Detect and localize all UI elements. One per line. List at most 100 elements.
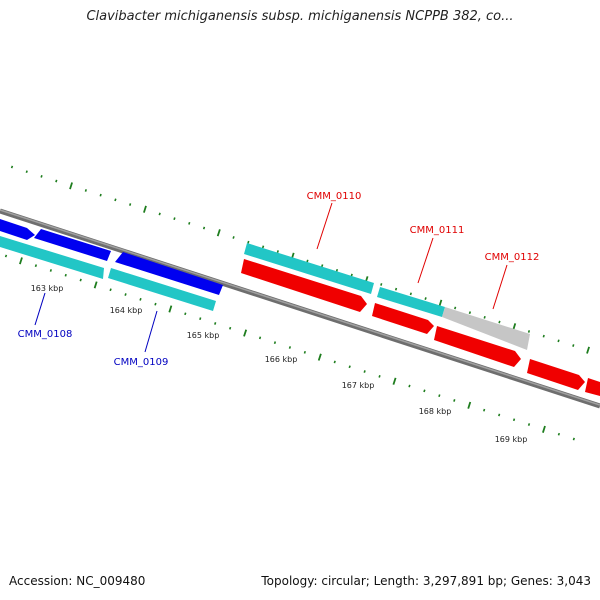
scale-label: 164 kbp	[110, 306, 143, 315]
major-tick	[243, 329, 248, 337]
minor-tick	[25, 170, 28, 174]
minor-tick	[109, 288, 112, 292]
major-tick	[168, 305, 173, 313]
minor-tick	[335, 268, 339, 272]
minor-tick	[276, 250, 279, 253]
cds-shadow	[377, 287, 445, 317]
genome-summary: Topology: circular; Length: 3,297,891 bp…	[261, 574, 591, 588]
minor-tick	[199, 317, 202, 321]
grey-feature[interactable]	[442, 307, 530, 350]
minor-tick	[333, 360, 336, 364]
major-tick	[19, 257, 23, 265]
inner-tick-ring	[4, 254, 575, 441]
scale-labels: 163 kbp 164 kbp 165 kbp 166 kbp 167 kbp 168 k…	[31, 284, 528, 444]
major-tick	[216, 229, 221, 237]
major-tick	[317, 353, 322, 361]
accession-label: Accession: NC_009480	[9, 574, 146, 588]
gene-label-cmm-0109[interactable]: CMM_0109	[114, 357, 169, 368]
gene-label-leader	[34, 292, 46, 326]
major-tick	[69, 182, 73, 190]
minor-tick	[350, 273, 353, 277]
gene-label-leader	[316, 202, 333, 250]
minor-tick	[214, 322, 217, 325]
minor-tick	[572, 344, 575, 347]
gene-label-cmm-0111[interactable]: CMM_0111	[410, 225, 465, 236]
major-tick	[467, 401, 472, 409]
minor-tick	[10, 165, 14, 169]
minor-tick	[261, 245, 265, 249]
minor-tick	[321, 264, 324, 268]
minor-tick	[527, 330, 531, 333]
minor-tick	[229, 326, 232, 330]
major-tick	[143, 205, 147, 213]
gene-label-cmm-0112[interactable]: CMM_0112	[485, 252, 540, 263]
major-tick	[392, 377, 397, 385]
minor-tick	[202, 226, 206, 230]
minor-tick	[454, 306, 457, 310]
major-tick	[586, 346, 590, 354]
minor-tick	[288, 346, 292, 349]
minor-tick	[453, 399, 456, 402]
minor-tick	[306, 259, 309, 263]
scale-label: 167 kbp	[342, 381, 375, 390]
minor-tick	[158, 212, 161, 216]
cds-arrow-reverse[interactable]	[34, 229, 111, 261]
cds-shadow	[244, 243, 374, 294]
genome-backbone	[0, 208, 600, 409]
minor-tick	[154, 302, 157, 306]
minor-tick	[4, 254, 8, 258]
cds-arrow-forward[interactable]	[372, 303, 434, 334]
minor-tick	[129, 203, 132, 206]
minor-tick	[557, 339, 560, 343]
minor-tick	[49, 269, 52, 272]
minor-tick	[409, 292, 412, 296]
scale-label: 168 kbp	[419, 407, 452, 416]
minor-tick	[139, 297, 142, 301]
minor-tick	[483, 315, 486, 319]
major-tick	[542, 425, 546, 433]
minor-tick	[408, 384, 411, 388]
minor-tick	[468, 311, 472, 315]
genome-backbone-highlight	[0, 209, 600, 406]
map-title: Clavibacter michiganensis subsp. michiga…	[86, 9, 514, 24]
minor-tick	[79, 278, 82, 282]
minor-tick	[572, 437, 575, 441]
scale-label: 165 kbp	[187, 331, 220, 340]
minor-tick	[423, 389, 426, 393]
minor-tick	[232, 236, 235, 239]
cds-shadow	[0, 236, 104, 279]
gene-label-cmm-0110[interactable]: CMM_0110	[307, 191, 362, 202]
minor-tick	[380, 283, 383, 286]
minor-tick	[184, 312, 187, 316]
cds-shadow	[108, 268, 216, 311]
cds-arrow-forward[interactable]	[241, 259, 367, 312]
minor-tick	[173, 217, 176, 221]
minor-tick	[303, 350, 306, 354]
minor-tick	[124, 293, 127, 296]
minor-tick	[498, 320, 501, 324]
gene-label-cmm-0108[interactable]: CMM_0108	[18, 329, 73, 340]
minor-tick	[99, 193, 102, 197]
cds-arrow-forward[interactable]	[527, 359, 585, 390]
outer-tick-ring	[10, 165, 590, 354]
minor-tick	[557, 432, 561, 436]
minor-tick	[34, 264, 38, 268]
cds-arrow-reverse[interactable]	[0, 219, 35, 240]
minor-tick	[363, 370, 366, 373]
gene-label-leader	[492, 264, 508, 310]
minor-tick	[114, 198, 117, 202]
scale-label: 169 kbp	[495, 435, 528, 444]
minor-tick	[40, 175, 43, 178]
minor-tick	[542, 334, 545, 338]
scale-label: 163 kbp	[31, 284, 64, 293]
minor-tick	[188, 221, 191, 225]
cds-arrow-forward[interactable]	[585, 378, 600, 396]
gene-label-leader	[417, 237, 434, 284]
minor-tick	[424, 297, 427, 300]
minor-tick	[438, 394, 441, 398]
cds-arrow-forward[interactable]	[434, 326, 521, 367]
minor-tick	[348, 365, 351, 369]
minor-tick	[394, 287, 398, 291]
cds-arrow-reverse[interactable]	[115, 252, 223, 295]
